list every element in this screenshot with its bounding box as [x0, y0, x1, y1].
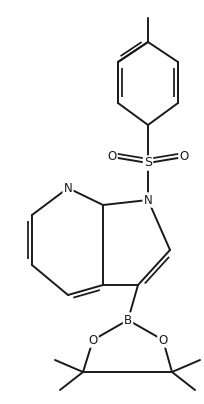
Text: B: B [124, 314, 132, 326]
Text: O: O [158, 333, 168, 347]
Text: O: O [88, 333, 98, 347]
Text: O: O [179, 151, 189, 164]
Text: N: N [64, 181, 72, 194]
Text: N: N [144, 194, 152, 206]
Text: S: S [144, 156, 152, 170]
Text: O: O [107, 151, 117, 164]
